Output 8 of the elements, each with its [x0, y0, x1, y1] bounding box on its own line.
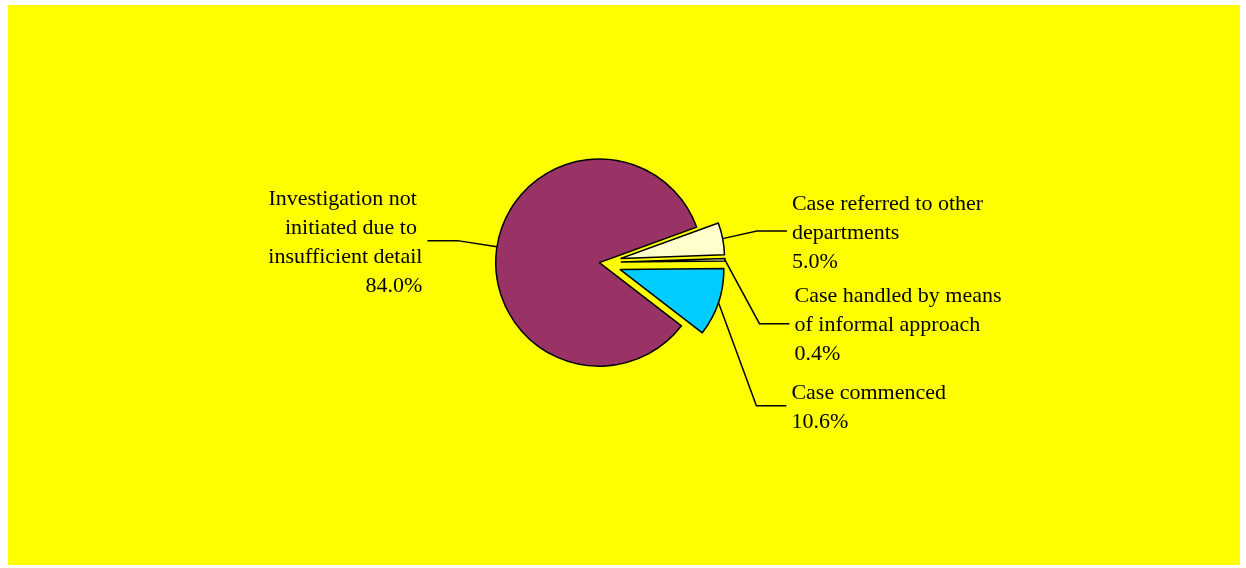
data-label: 10.6%	[791, 407, 849, 433]
slice-label: Case referred to other departments	[791, 189, 989, 244]
data-label: 5.0%	[791, 247, 838, 273]
data-label: 84.0%	[365, 271, 423, 297]
slice-label: Case handled by means of informal approach	[794, 282, 1008, 337]
data-label: 0.4%	[794, 340, 841, 366]
slice-label: Case commenced	[791, 378, 946, 404]
slice-label: Investigation not initiated due to insufficient detail	[268, 184, 423, 268]
